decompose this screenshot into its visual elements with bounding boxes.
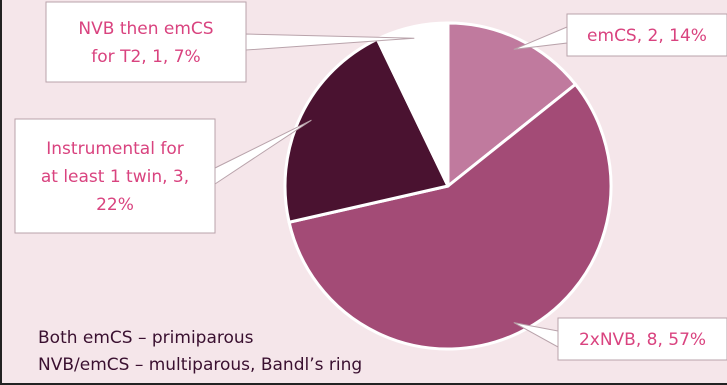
data-label-3-line-0: NVB then emCS — [78, 19, 213, 39]
data-label-0-line-0: emCS, 2, 14% — [587, 26, 707, 46]
callout-fill-0 — [568, 15, 726, 55]
chart-notes: Both emCS – primiparous NVB/emCS – multi… — [38, 328, 362, 375]
data-label-2-line-1: at least 1 twin, 3, — [41, 167, 189, 187]
data-label-2-line-2: 22% — [96, 195, 134, 215]
data-label-3-line-1: for T2, 1, 7% — [91, 47, 200, 67]
data-label-2-line-0: Instrumental for — [46, 139, 183, 159]
data-label-1: 2xNVB, 8, 57% — [513, 317, 727, 361]
note-line-2: NVB/emCS – multiparous, Bandl’s ring — [38, 355, 362, 375]
data-label-callouts: emCS, 2, 14% 2xNVB, 8, 57% Instrumental fo… — [14, 1, 727, 361]
pie-slices — [283, 21, 613, 351]
data-label-2: Instrumental for at least 1 twin, 3, 22% — [14, 118, 312, 234]
note-line-1: Both emCS – primiparous — [38, 328, 254, 348]
pie-slice-2 — [283, 37, 450, 224]
callout-fill-3 — [47, 3, 245, 81]
callout-fill-2 — [16, 120, 214, 232]
pie-slice-0 — [446, 21, 577, 188]
data-label-1-line-0: 2xNVB, 8, 57% — [579, 330, 706, 350]
data-label-0: emCS, 2, 14% — [513, 13, 727, 57]
callout-fill-1 — [559, 319, 726, 359]
pie-slice-1 — [287, 82, 613, 351]
data-label-3: NVB then emCS for T2, 1, 7% — [45, 1, 415, 83]
